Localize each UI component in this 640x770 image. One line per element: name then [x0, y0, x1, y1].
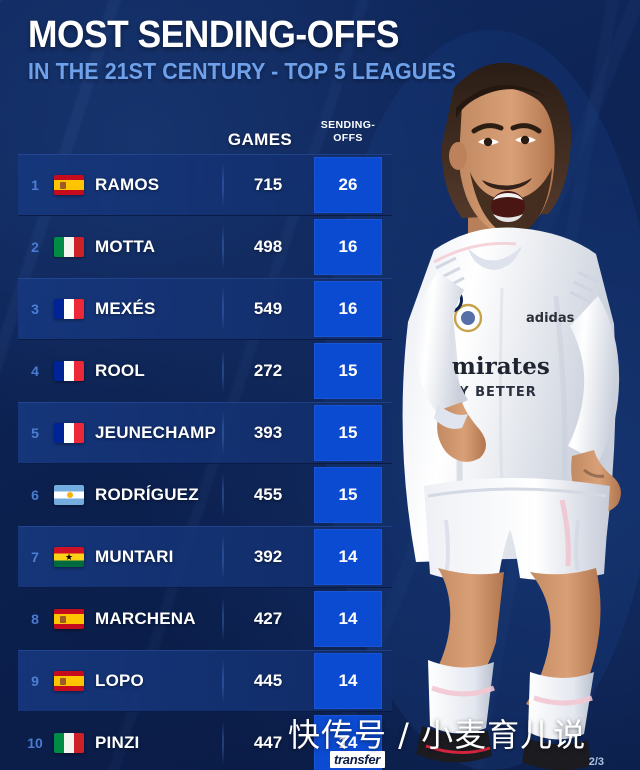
row-sendoffs-value: 14 [314, 529, 382, 585]
player-legs [416, 568, 601, 770]
player-photo: adidas Emirates FLY BETTER [316, 0, 640, 770]
row-divider [222, 287, 224, 331]
column-headers: GAMES SENDING- OFFS [0, 118, 640, 154]
row-games-value: 498 [253, 237, 283, 256]
flag-icon-france [54, 423, 84, 443]
table-row: 2 MOTTA 498 16 [0, 216, 640, 278]
column-header-sendoffs: SENDING- OFFS [308, 119, 388, 145]
flag-icon-italy [54, 237, 84, 257]
table-row: 9 LOPO 445 14 [0, 650, 640, 712]
row-divider [222, 163, 224, 207]
row-games-value: 272 [253, 361, 283, 380]
row-rank: 10 [27, 735, 43, 751]
table-row: 4 ROOL 272 15 [0, 340, 640, 402]
table-row: 7 ★ MUNTARI 392 14 [0, 526, 640, 588]
row-divider [222, 473, 224, 517]
row-sendoffs-value: 16 [314, 281, 382, 337]
row-rank: 7 [31, 549, 39, 565]
svg-text:adidas: adidas [526, 311, 575, 326]
row-games-value: 549 [253, 299, 283, 318]
row-sendoffs-value: 14 [314, 653, 382, 709]
table-row: 8 MARCHENA 427 14 [0, 588, 640, 650]
row-rank: 6 [31, 487, 39, 503]
column-header-sendoffs-line2: OFFS [333, 131, 363, 144]
page-number: 2/3 [588, 756, 604, 768]
row-sendoffs-value: 15 [314, 405, 382, 461]
header: MOST SENDING-OFFS IN THE 21ST CENTURY - … [28, 16, 488, 83]
row-rank: 1 [31, 177, 39, 193]
row-sendoffs-value: 15 [314, 467, 382, 523]
row-player-name: RAMOS [95, 175, 160, 194]
table-row: 3 MEXÉS 549 16 [0, 278, 640, 340]
flag-icon-spain [54, 175, 84, 195]
page-title: MOST SENDING-OFFS [28, 14, 400, 56]
flag-icon-france [54, 361, 84, 381]
row-player-name: ROOL [95, 361, 145, 380]
row-rank: 2 [31, 239, 39, 255]
row-player-name: LOPO [95, 671, 144, 690]
row-rank: 8 [31, 611, 39, 627]
row-games-value: 447 [253, 733, 283, 752]
player-arms [414, 272, 621, 513]
player-shorts [424, 478, 610, 582]
row-divider [222, 225, 224, 269]
row-player-name: MEXÉS [95, 299, 156, 318]
row-player-name: MUNTARI [95, 547, 174, 566]
table-row: 6 RODRÍGUEZ 455 15 [0, 464, 640, 526]
flag-icon-ghana: ★ [54, 547, 84, 567]
row-divider [222, 411, 224, 455]
row-rank: 3 [31, 301, 39, 317]
row-sendoffs-value: 16 [314, 219, 382, 275]
row-games-value: 393 [253, 423, 283, 442]
watermark-text: 快传号 / 小麦育儿说 [288, 716, 587, 754]
row-sendoffs-value: 26 [314, 157, 382, 213]
row-divider [222, 535, 224, 579]
row-games-value: 455 [253, 485, 283, 504]
table-row: 1 RAMOS 715 26 [0, 154, 640, 216]
row-games-value: 715 [253, 175, 283, 194]
column-header-games: GAMES [227, 130, 293, 149]
row-games-value: 445 [253, 671, 283, 690]
row-player-name: JEUNECHAMP [95, 423, 217, 442]
row-rank: 5 [31, 425, 39, 441]
row-rank: 4 [31, 363, 39, 379]
row-divider [222, 659, 224, 703]
flag-icon-italy [54, 733, 84, 753]
table-row: 5 JEUNECHAMP 393 15 [0, 402, 640, 464]
row-divider [222, 349, 224, 393]
row-sendoffs-value: 14 [314, 591, 382, 647]
flag-icon-france [54, 299, 84, 319]
row-sendoffs-value: 15 [314, 343, 382, 399]
brand-logo: transfer [330, 751, 386, 768]
row-games-value: 427 [253, 609, 283, 628]
player-head [441, 62, 572, 248]
row-player-name: MARCHENA [95, 609, 196, 628]
row-divider [222, 597, 224, 641]
page-subtitle: IN THE 21ST CENTURY - TOP 5 LEAGUES [28, 57, 456, 84]
row-divider [222, 721, 224, 765]
flag-icon-argentina [54, 485, 84, 505]
row-games-value: 392 [253, 547, 283, 566]
row-player-name: PINZI [95, 733, 140, 752]
row-rank: 9 [31, 673, 39, 689]
column-header-sendoffs-line1: SENDING- [320, 119, 376, 131]
flag-icon-spain [54, 609, 84, 629]
row-player-name: MOTTA [95, 237, 156, 256]
flag-icon-spain [54, 671, 84, 691]
row-player-name: RODRÍGUEZ [95, 485, 199, 504]
ranking-table: 1 RAMOS 715 26 2 MOTTA 498 16 3 MEXÉS 549 16 4 ROOL 27… [0, 154, 640, 770]
